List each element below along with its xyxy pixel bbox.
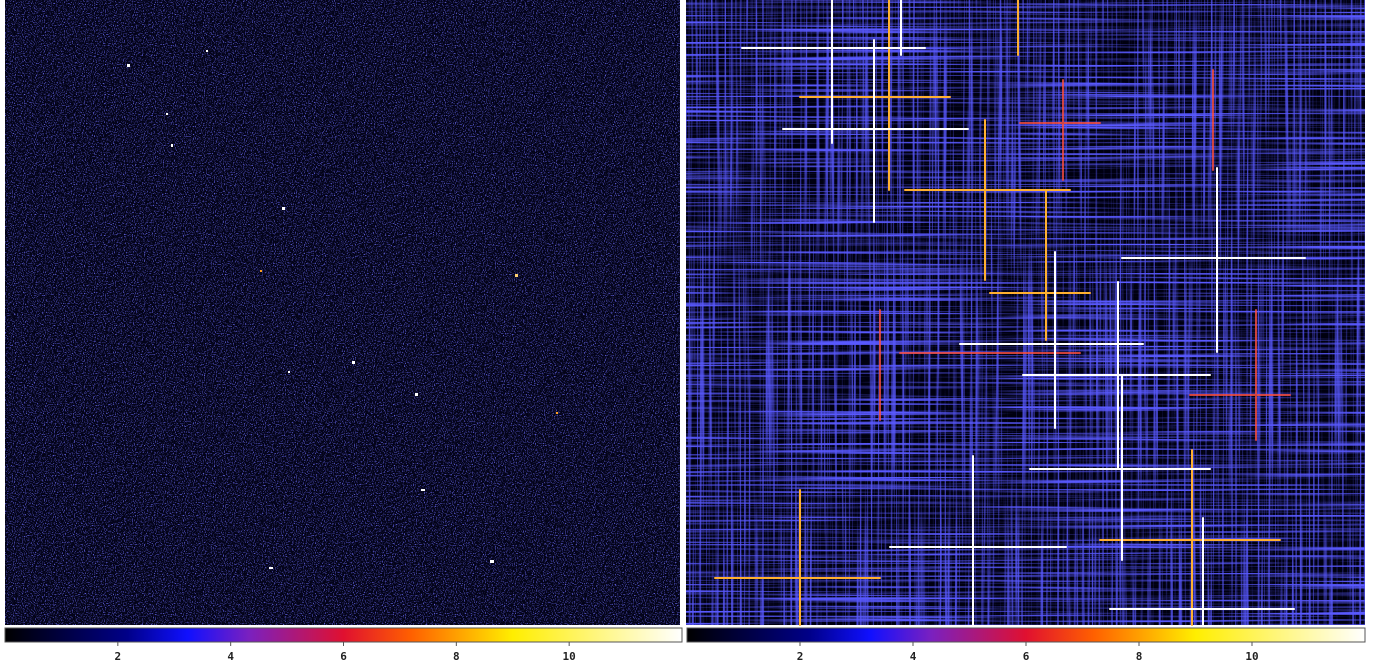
colorbar [687, 628, 1365, 642]
colorbar-tick-label: 6 [1023, 650, 1030, 663]
colorbar-tick-label: 8 [453, 650, 460, 663]
colorbar-tick-label: 6 [340, 650, 347, 663]
colorbar-tick-label: 8 [1136, 650, 1143, 663]
colorbar-tick-label: 4 [910, 650, 917, 663]
left-image [5, 0, 680, 625]
colorbar-tick-label: 4 [227, 650, 234, 663]
colorbar-tick-label: 2 [797, 650, 804, 663]
colorbar [5, 628, 682, 642]
right-image [686, 0, 1365, 625]
colorbar-tick-label: 10 [1245, 650, 1258, 663]
colorbar-tick-label: 10 [563, 650, 576, 663]
viewer: 2 4 6 8 10 2 4 6 8 10 [0, 0, 1382, 668]
colorbar-tick-label: 2 [115, 650, 122, 663]
